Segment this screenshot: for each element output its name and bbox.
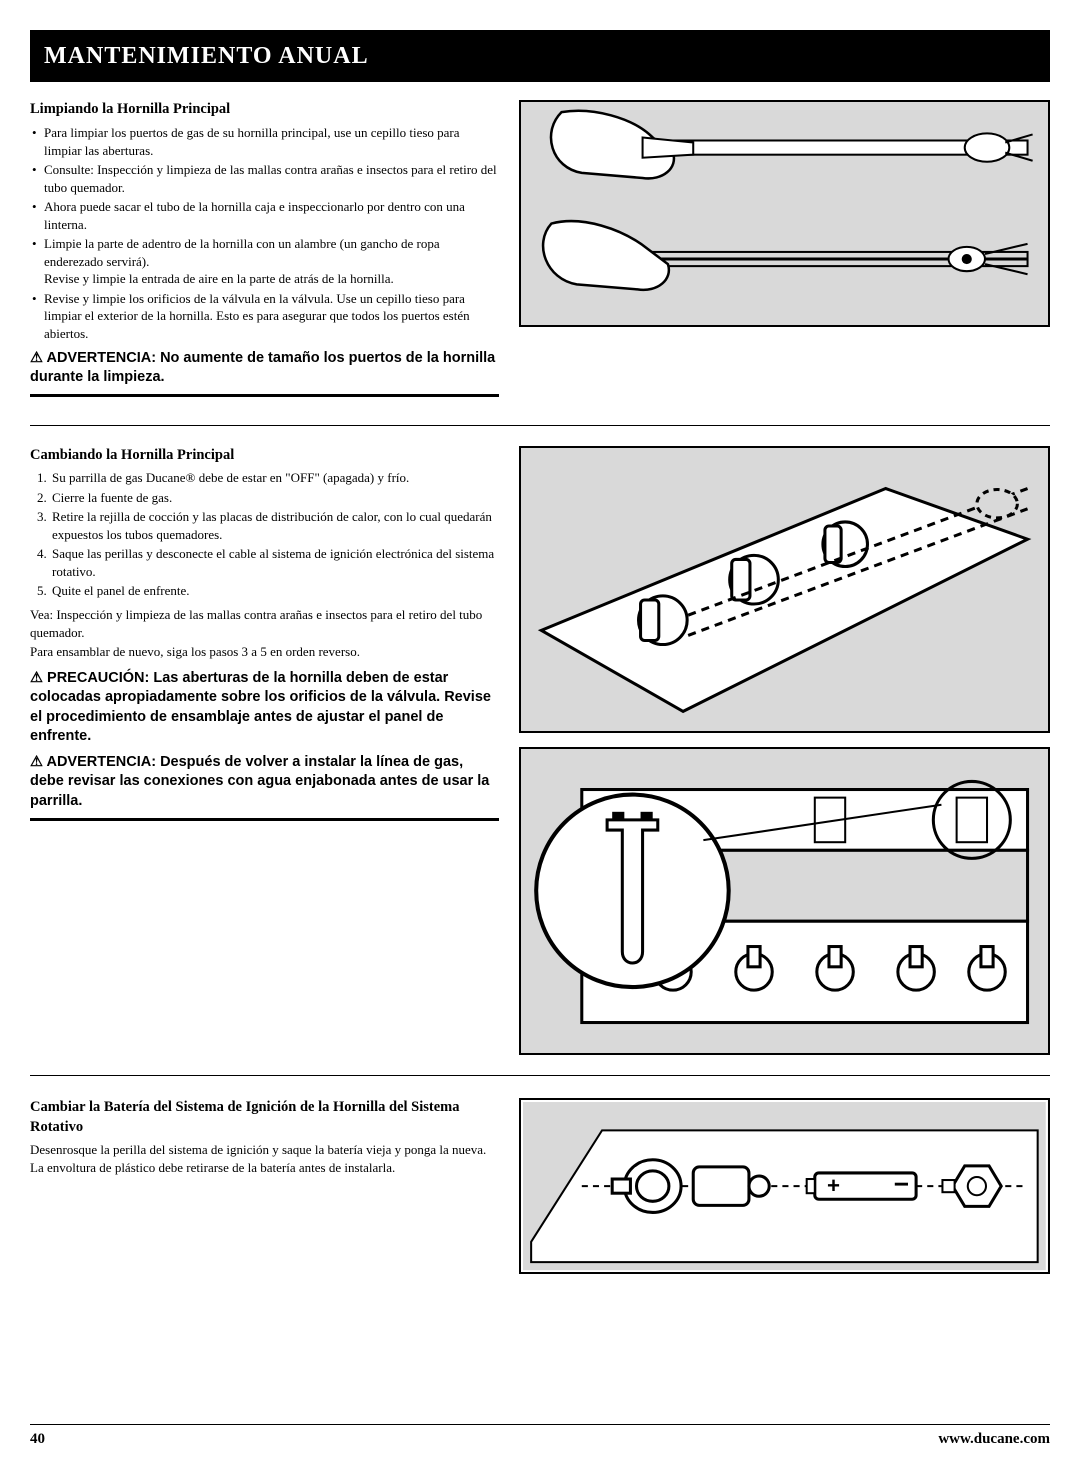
list-item: Quite el panel de enfrente. xyxy=(50,582,499,600)
bullet-text: Ahora puede sacar el tubo de la hornilla… xyxy=(44,199,465,232)
list-item: Ahora puede sacar el tubo de la hornilla… xyxy=(30,198,499,233)
bullet-text: Limpie la parte de adentro de la hornill… xyxy=(44,236,440,269)
spacer xyxy=(30,1284,1050,1384)
list-item: Limpie la parte de adentro de la hornill… xyxy=(30,235,499,288)
section-divider xyxy=(30,425,1050,426)
battery-illustration: + − xyxy=(519,1098,1050,1274)
list-item: Consulte: Inspección y limpieza de las m… xyxy=(30,161,499,196)
section-battery-text: Cambiar la Batería del Sistema de Ignici… xyxy=(30,1098,499,1274)
section-divider xyxy=(30,1075,1050,1076)
section-battery: Cambiar la Batería del Sistema de Ignici… xyxy=(30,1098,1050,1274)
list-item: Saque las perillas y desconecte el cable… xyxy=(50,545,499,580)
section2-heading: Cambiando la Hornilla Principal xyxy=(30,446,499,466)
section2-note1: Vea: Inspección y limpieza de las mallas… xyxy=(30,606,499,641)
section2-steps: Su parrilla de gas Ducane® debe de estar… xyxy=(30,469,499,600)
section3-heading: Cambiar la Batería del Sistema de Ignici… xyxy=(30,1098,499,1137)
bullet-text: Consulte: Inspección y limpieza de las m… xyxy=(44,162,497,195)
section1-bullets: Para limpiar los puertos de gas de su ho… xyxy=(30,124,499,343)
section-cleaning-text: Limpiando la Hornilla Principal Para lim… xyxy=(30,100,499,414)
section-replacing-images xyxy=(519,446,1050,1056)
list-item: Su parrilla de gas Ducane® debe de estar… xyxy=(50,469,499,487)
section1-warning: ⚠ ADVERTENCIA: No aumente de tamaño los … xyxy=(30,349,499,388)
section2-caution: ⚠ PRECAUCIÓN: Las aberturas de la hornil… xyxy=(30,669,499,747)
section-cleaning: Limpiando la Hornilla Principal Para lim… xyxy=(30,100,1050,414)
svg-text:+: + xyxy=(827,1173,840,1198)
section-battery-image: + − xyxy=(519,1098,1050,1274)
valve-illustration xyxy=(519,446,1050,734)
list-item: Retire la rejilla de cocción y las placa… xyxy=(50,508,499,543)
rule xyxy=(30,394,499,397)
section3-text: Desenrosque la perilla del sistema de ig… xyxy=(30,1141,499,1176)
list-item: Revise y limpie los orificios de la válv… xyxy=(30,290,499,343)
rule xyxy=(30,818,499,821)
page-title: MANTENIMIENTO ANUAL xyxy=(44,43,369,69)
page-title-bar: MANTENIMIENTO ANUAL xyxy=(30,30,1050,82)
bullet-subtext: Revise y limpie la entrada de aire en la… xyxy=(44,270,499,288)
page-footer: 40 www.ducane.com xyxy=(30,1424,1050,1449)
section1-heading: Limpiando la Hornilla Principal xyxy=(30,100,499,120)
list-item: Para limpiar los puertos de gas de su ho… xyxy=(30,124,499,159)
burner-tube-illustration xyxy=(519,747,1050,1055)
cleaning-illustration xyxy=(519,100,1050,327)
footer-url: www.ducane.com xyxy=(938,1429,1050,1449)
section2-note2: Para ensamblar de nuevo, siga los pasos … xyxy=(30,643,499,661)
section2-warning: ⚠ ADVERTENCIA: Después de volver a insta… xyxy=(30,753,499,812)
section-replacing: Cambiando la Hornilla Principal Su parri… xyxy=(30,446,1050,1056)
section-replacing-text: Cambiando la Hornilla Principal Su parri… xyxy=(30,446,499,1056)
svg-text:−: − xyxy=(894,1169,909,1199)
bullet-text: Revise y limpie los orificios de la válv… xyxy=(44,291,470,341)
bullet-text: Para limpiar los puertos de gas de su ho… xyxy=(44,125,460,158)
page-number: 40 xyxy=(30,1429,45,1449)
list-item: Cierre la fuente de gas. xyxy=(50,489,499,507)
section-cleaning-image xyxy=(519,100,1050,414)
